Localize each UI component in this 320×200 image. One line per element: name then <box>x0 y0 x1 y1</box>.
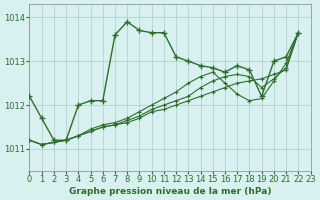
X-axis label: Graphe pression niveau de la mer (hPa): Graphe pression niveau de la mer (hPa) <box>69 187 271 196</box>
